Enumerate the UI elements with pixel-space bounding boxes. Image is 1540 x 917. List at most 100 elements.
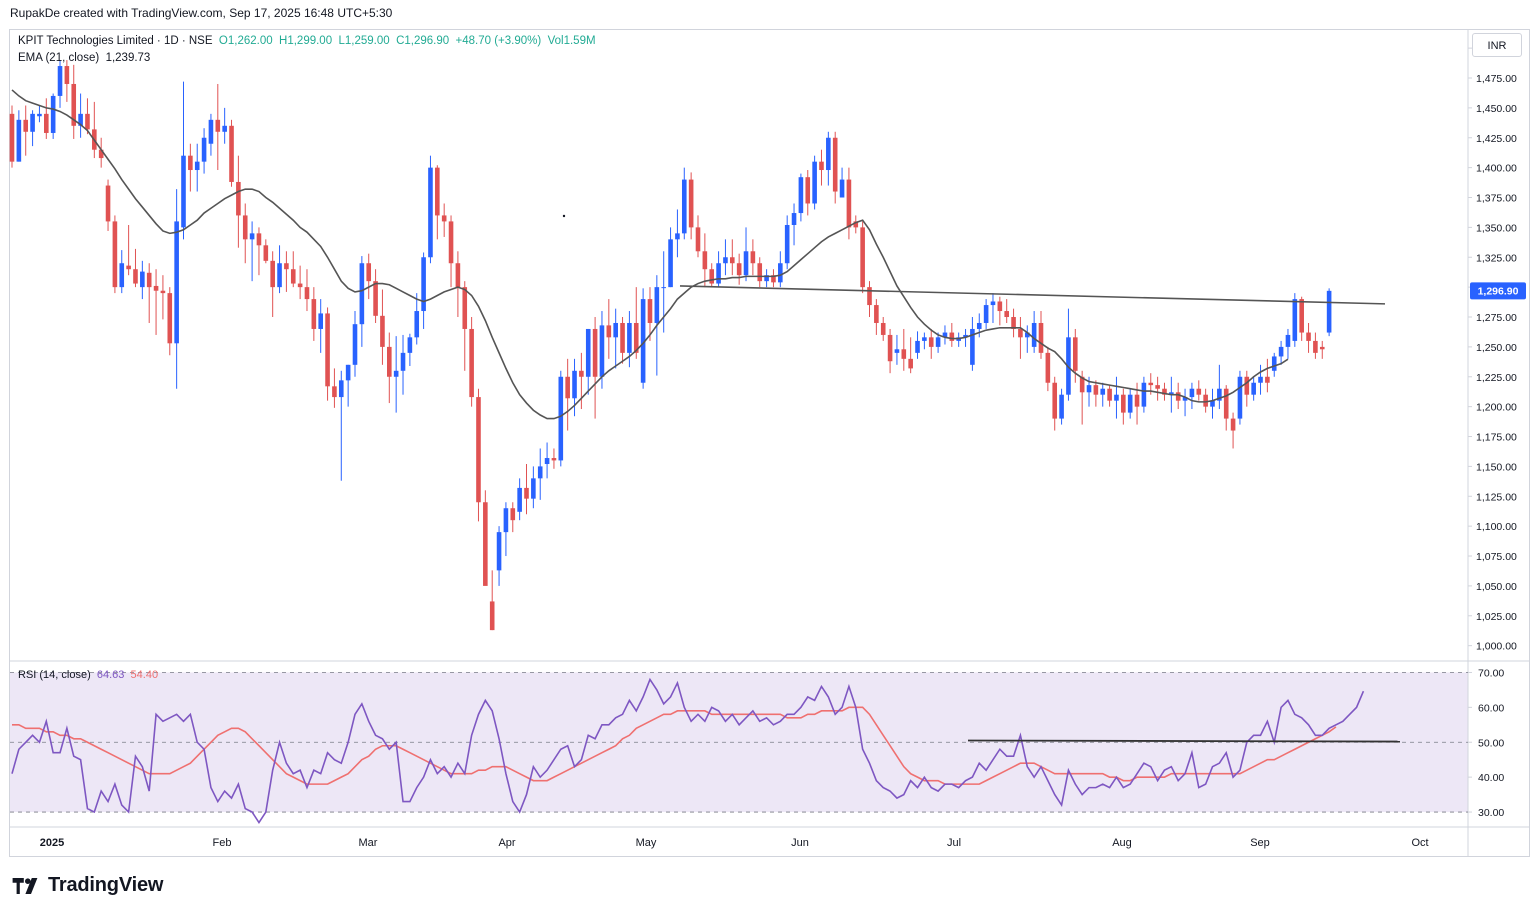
candle-body <box>606 325 612 338</box>
candle-body <box>1210 400 1215 407</box>
candle-body <box>174 221 179 344</box>
price-trendlines <box>679 285 1386 305</box>
candle-body <box>387 346 392 377</box>
candle-body <box>194 161 200 171</box>
time-tick-label: Mar <box>359 837 378 849</box>
candle-body <box>633 322 639 353</box>
candle-body <box>380 315 385 347</box>
candle-body <box>805 177 811 204</box>
candle-body <box>517 487 522 512</box>
price-tick-label: 1,000.00 <box>1476 641 1517 653</box>
candle-body <box>9 113 15 162</box>
candle-body <box>1031 322 1037 347</box>
price-tick-label: 1,325.00 <box>1476 252 1517 264</box>
candle-body <box>1244 376 1250 395</box>
candle-body <box>757 263 763 282</box>
price-tick-label: 1,375.00 <box>1476 193 1517 205</box>
candle-body <box>270 260 275 288</box>
candle-body <box>428 167 433 258</box>
rsi-legend-value: 64.63 <box>96 669 125 681</box>
candle-body <box>1326 290 1332 333</box>
price-tick-label: 1,250.00 <box>1476 342 1517 354</box>
candle-body <box>585 328 591 377</box>
stray-dot <box>562 214 566 218</box>
candle-body <box>1189 388 1195 398</box>
price-tick-label: 1,200.00 <box>1476 402 1517 414</box>
candle-body <box>1271 356 1277 371</box>
candle-body <box>503 508 509 533</box>
time-axis: 2025 Feb Mar Apr May Jun Jul Aug Sep Oct <box>40 837 1429 849</box>
candle-body <box>23 119 29 132</box>
legend-ema: EMA (21, close) 1,239.73 <box>18 52 150 64</box>
candle-body <box>565 376 570 399</box>
candle-body <box>908 358 913 369</box>
candle-body <box>647 299 653 323</box>
legend-low: L1,259.00 <box>338 35 390 47</box>
candle-body <box>188 155 193 171</box>
candle-body <box>860 227 865 288</box>
candle-body <box>57 66 63 96</box>
candle-body <box>812 161 817 204</box>
tradingview-logo[interactable]: TradingView <box>12 874 163 897</box>
candle-body <box>798 177 804 214</box>
legend-open: O1,262.00 <box>218 35 273 47</box>
candle-body <box>455 263 461 288</box>
price-tick-label: 1,450.00 <box>1476 103 1517 115</box>
candle-body <box>1024 332 1030 338</box>
candle-body <box>1107 388 1112 401</box>
candle-body <box>750 251 756 264</box>
candle-body <box>332 386 337 398</box>
candle-body <box>1162 388 1167 395</box>
candle-body <box>421 257 426 312</box>
candle-body <box>1223 388 1229 419</box>
candle-body <box>771 275 776 283</box>
candle-body <box>37 113 42 117</box>
candle-body <box>153 285 159 291</box>
last-price-tag: 1,296.90 <box>1470 282 1526 300</box>
tradingview-logo-icon <box>12 877 38 894</box>
candle-body <box>695 227 701 252</box>
candle-body <box>489 601 495 631</box>
candle-body <box>743 251 749 276</box>
price-tick-label: 1,175.00 <box>1476 432 1517 444</box>
candle-body <box>990 301 996 306</box>
candle-body <box>16 119 22 162</box>
candle-body <box>970 328 975 365</box>
candle-body <box>675 233 680 240</box>
candle-body <box>613 322 618 338</box>
candle-body <box>551 458 557 461</box>
candle-body <box>201 137 207 162</box>
candle-body <box>160 290 166 294</box>
candle-body <box>661 287 666 289</box>
currency-selector[interactable]: INR <box>1472 33 1522 57</box>
candle-body <box>963 334 968 338</box>
time-tick-label: May <box>636 837 657 849</box>
candle-body <box>1059 394 1064 419</box>
candle-body <box>112 221 118 288</box>
candle-body <box>318 313 323 329</box>
candle-body <box>1285 334 1291 347</box>
time-tick-label: Sep <box>1250 837 1270 849</box>
candle-body <box>242 215 248 240</box>
candle-body <box>1148 382 1154 386</box>
candle-body <box>462 287 468 329</box>
candle-body <box>352 324 358 365</box>
candle-body <box>702 251 708 270</box>
candle-body <box>1182 397 1188 401</box>
candle-body <box>1100 388 1106 395</box>
time-tick-label: Jul <box>947 837 961 849</box>
candle-body <box>915 340 920 353</box>
rsi-tick-label: 50.00 <box>1478 737 1504 749</box>
candle-body <box>215 119 221 132</box>
legend-ema-value: 1,239.73 <box>105 52 151 64</box>
candle-body <box>345 364 351 381</box>
candle-body <box>640 299 646 383</box>
candle-body <box>791 213 797 225</box>
candle-body <box>71 83 77 126</box>
chart-frame[interactable] <box>9 29 1530 857</box>
candle-body <box>85 113 90 130</box>
time-tick-label: Feb <box>213 837 232 849</box>
candle-body <box>846 179 852 228</box>
candle-body <box>50 95 56 133</box>
